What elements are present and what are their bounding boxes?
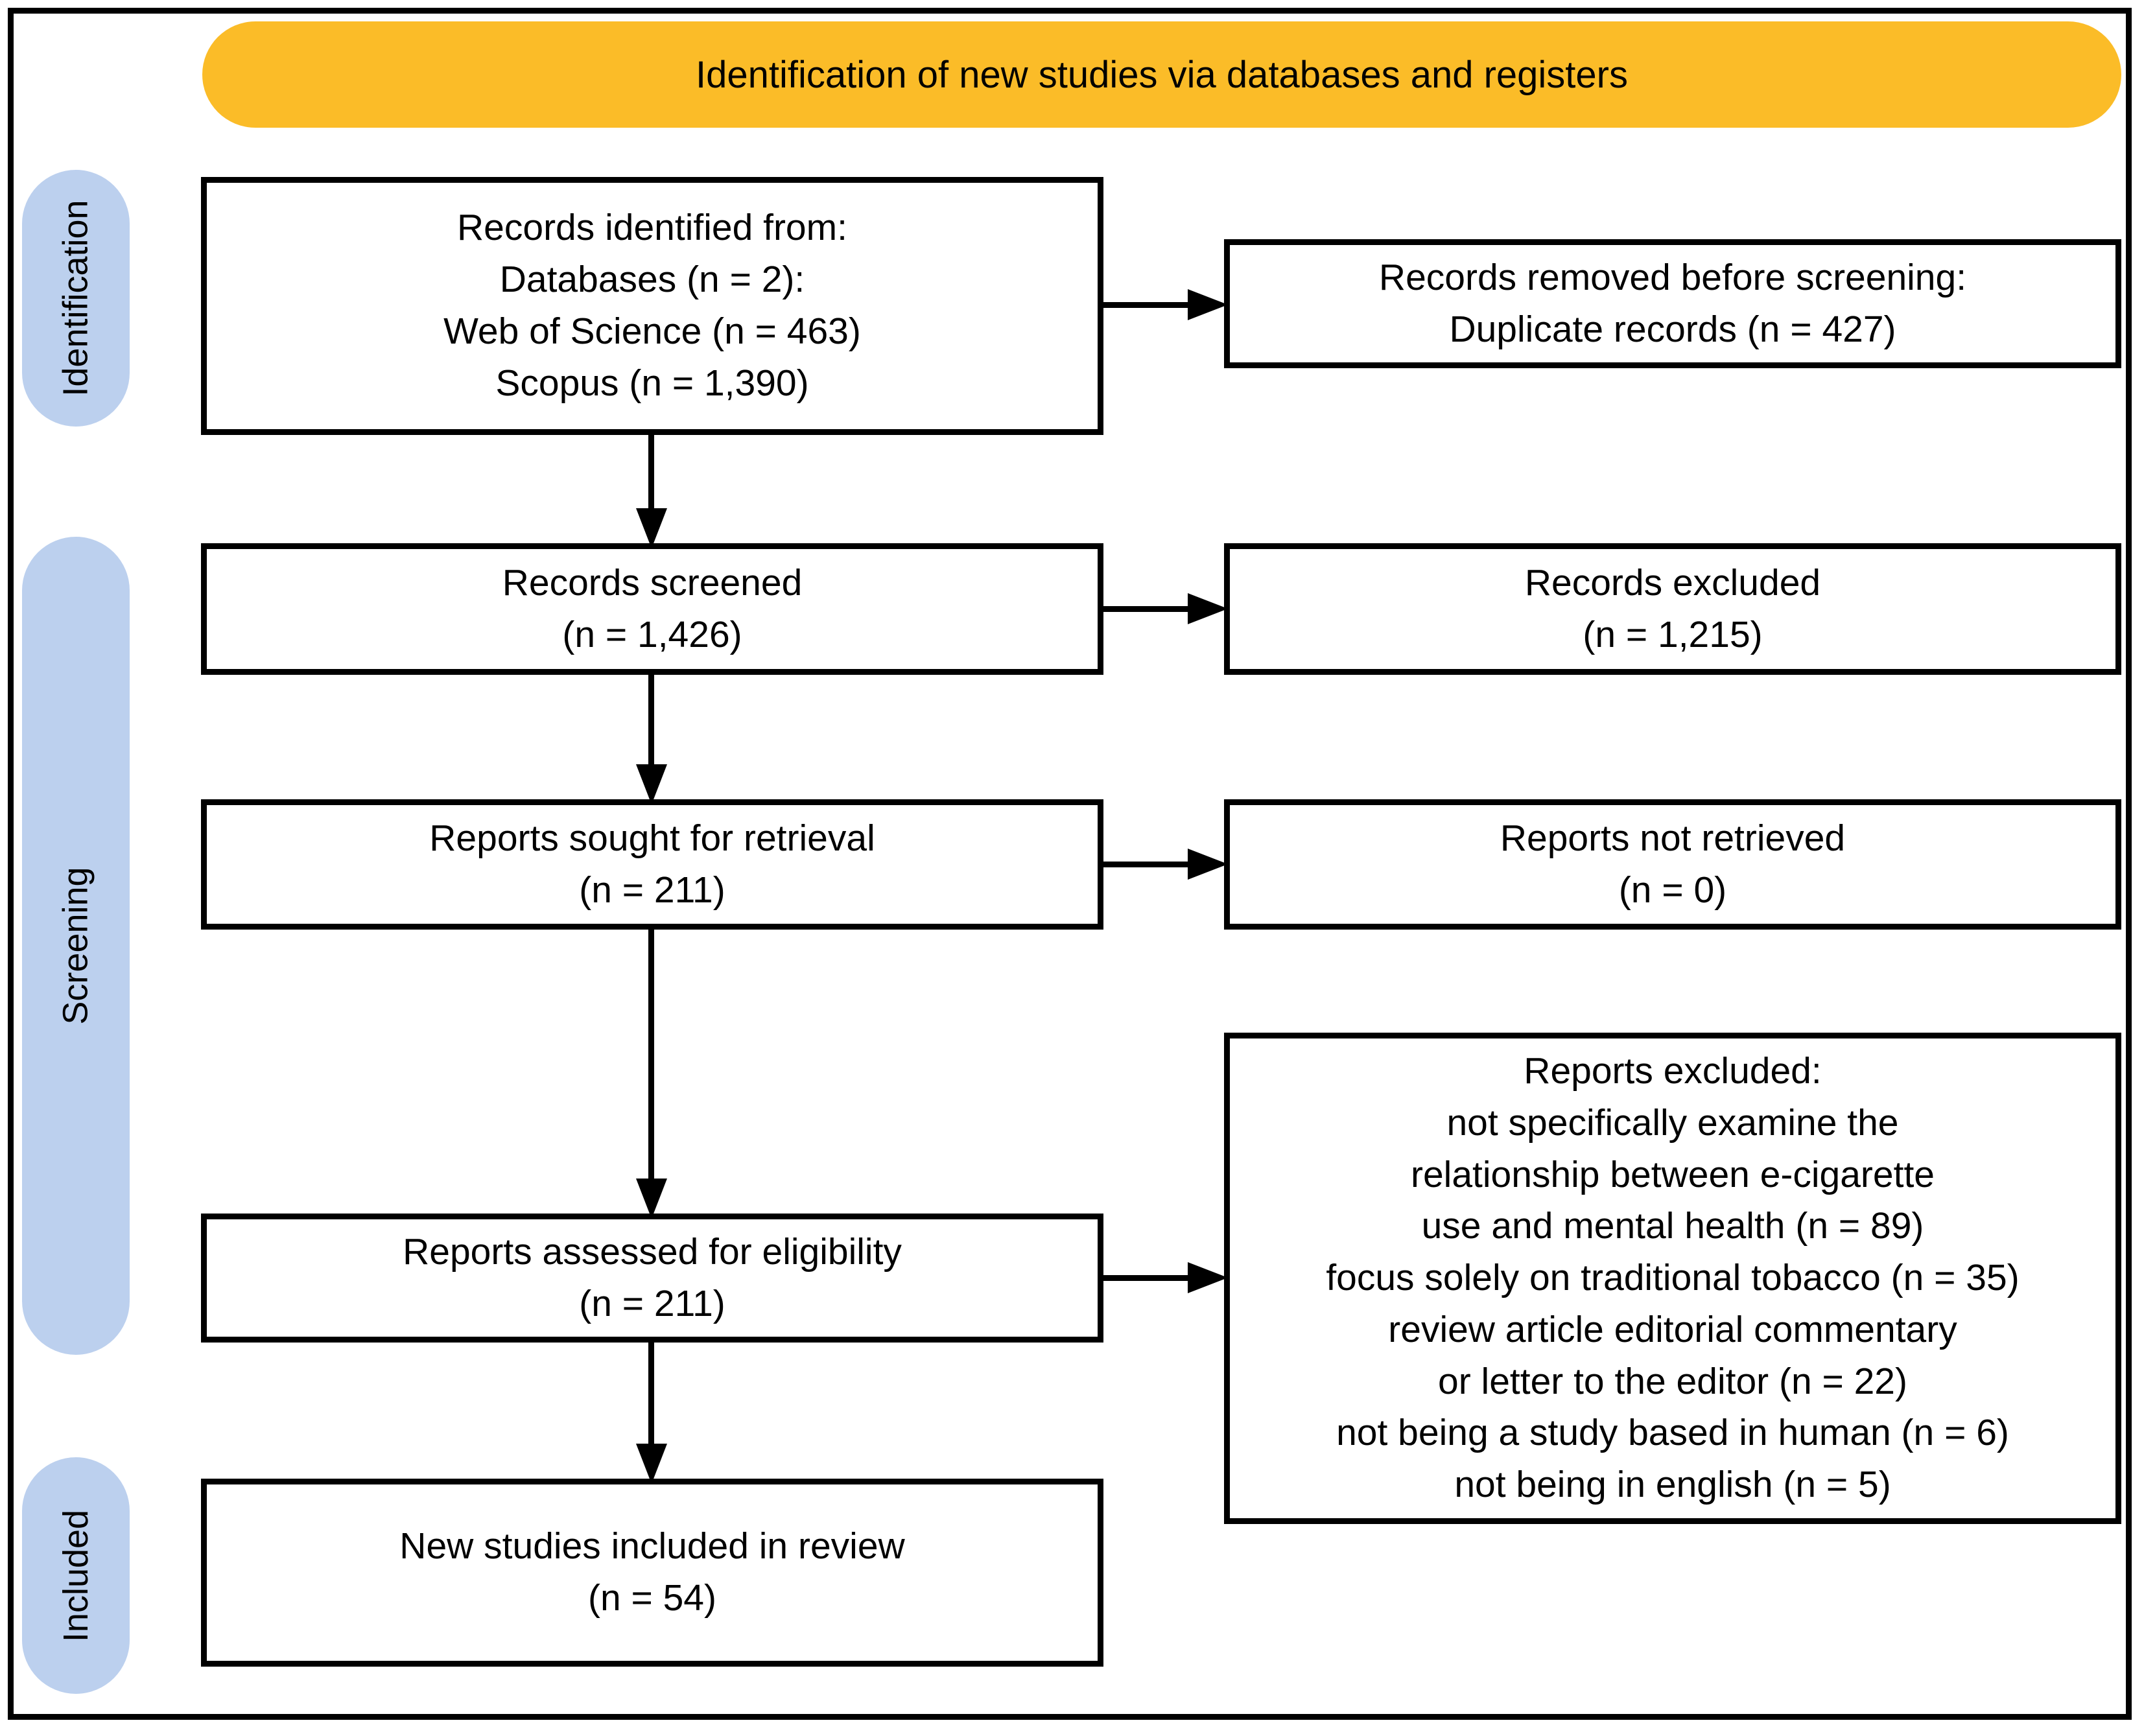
arrowhead-right-icon: [1188, 849, 1228, 880]
box-records-screened: Records screened (n = 1,426): [201, 543, 1103, 675]
arrow-line: [1103, 606, 1190, 612]
arrowhead-down-icon: [636, 1179, 667, 1219]
box-reports-not-retrieved: Reports not retrieved (n = 0): [1224, 799, 2121, 930]
box-records-identified: Records identified from: Databases (n = …: [201, 177, 1103, 435]
stage-label-included: Included: [56, 1509, 96, 1642]
outer-border: [8, 8, 2132, 1720]
arrowhead-down-icon: [636, 764, 667, 804]
arrowhead-right-icon: [1188, 593, 1228, 624]
arrowhead-down-icon: [636, 508, 667, 548]
stage-pill-screening: Screening: [22, 537, 130, 1355]
stage-label-identification: Identification: [56, 200, 96, 397]
box-reports-assessed: Reports assessed for eligibility (n = 21…: [201, 1214, 1103, 1343]
arrow-line: [648, 675, 654, 767]
box-reports-sought: Reports sought for retrieval (n = 211): [201, 799, 1103, 930]
stage-pill-included: Included: [22, 1457, 130, 1694]
arrow-line: [648, 435, 654, 511]
arrowhead-right-icon: [1188, 289, 1228, 320]
stage-pill-identification: Identification: [22, 170, 130, 427]
arrow-line: [1103, 302, 1190, 308]
box-reports-excluded: Reports excluded: not specifically exami…: [1224, 1033, 2121, 1524]
arrowhead-right-icon: [1188, 1262, 1228, 1293]
box-new-studies-included: New studies included in review (n = 54): [201, 1479, 1103, 1667]
box-records-excluded: Records excluded (n = 1,215): [1224, 543, 2121, 675]
arrow-line: [648, 930, 654, 1181]
header-title: Identification of new studies via databa…: [696, 53, 1628, 96]
box-records-removed: Records removed before screening: Duplic…: [1224, 239, 2121, 368]
arrow-line: [1103, 1275, 1190, 1281]
arrow-line: [648, 1343, 654, 1446]
header-banner: Identification of new studies via databa…: [202, 21, 2121, 128]
arrow-line: [1103, 862, 1190, 867]
stage-label-screening: Screening: [56, 867, 96, 1025]
arrowhead-down-icon: [636, 1444, 667, 1484]
